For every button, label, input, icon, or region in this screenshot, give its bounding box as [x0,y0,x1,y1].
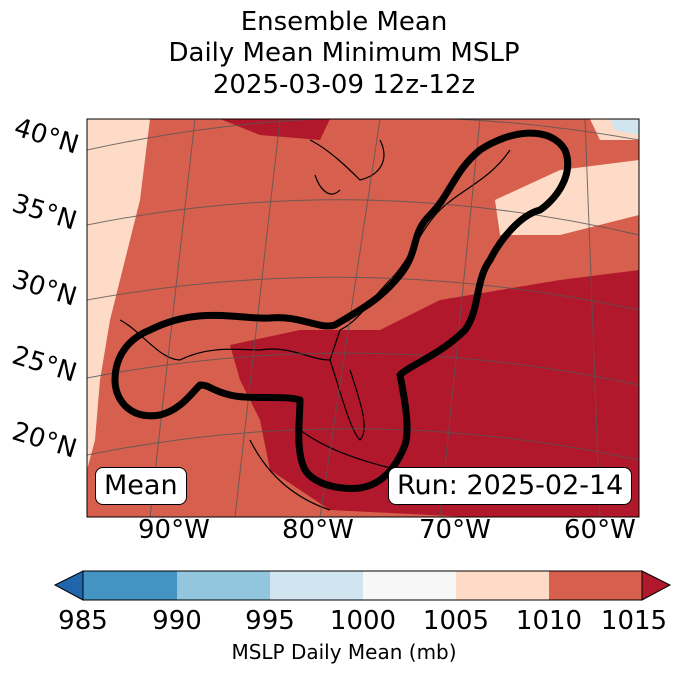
lon-label-60w: 60°W [564,515,636,545]
colorbar-bin [83,571,177,600]
colorbar-bin [270,571,363,600]
mean-label-box: Mean [95,467,187,505]
colorbar-tick: 995 [245,606,295,636]
colorbar-tick: 990 [152,606,202,636]
colorbar-low-extend [53,570,84,601]
colorbar-bin [549,571,642,600]
title-line-3: 2025-03-09 12z-12z [212,70,476,100]
run-date-box: Run: 2025-02-14 [388,467,633,505]
map-frame [86,118,640,518]
colorbar-bin [363,571,456,600]
colorbar-bin [456,571,549,600]
pressure-field [87,119,639,517]
colorbar-bin [177,571,270,600]
colorbar-label: MSLP Daily Mean (mb) [231,640,457,664]
colorbar-tick: 1000 [329,606,397,636]
lon-label-90w: 90°W [138,515,210,545]
title-line-1: Ensemble Mean [240,7,448,37]
colorbar [53,570,672,601]
lon-label-80w: 80°W [282,515,354,545]
colorbar-tick: 1015 [600,606,668,636]
colorbar-tick: 1005 [422,606,490,636]
colorbar-tick: 985 [58,606,108,636]
colorbar-tick: 1010 [515,606,583,636]
title-line-2: Daily Mean Minimum MSLP [168,38,520,68]
lon-label-70w: 70°W [419,515,491,545]
ensemble-contour [111,129,572,492]
colorbar-high-extend [641,570,672,601]
